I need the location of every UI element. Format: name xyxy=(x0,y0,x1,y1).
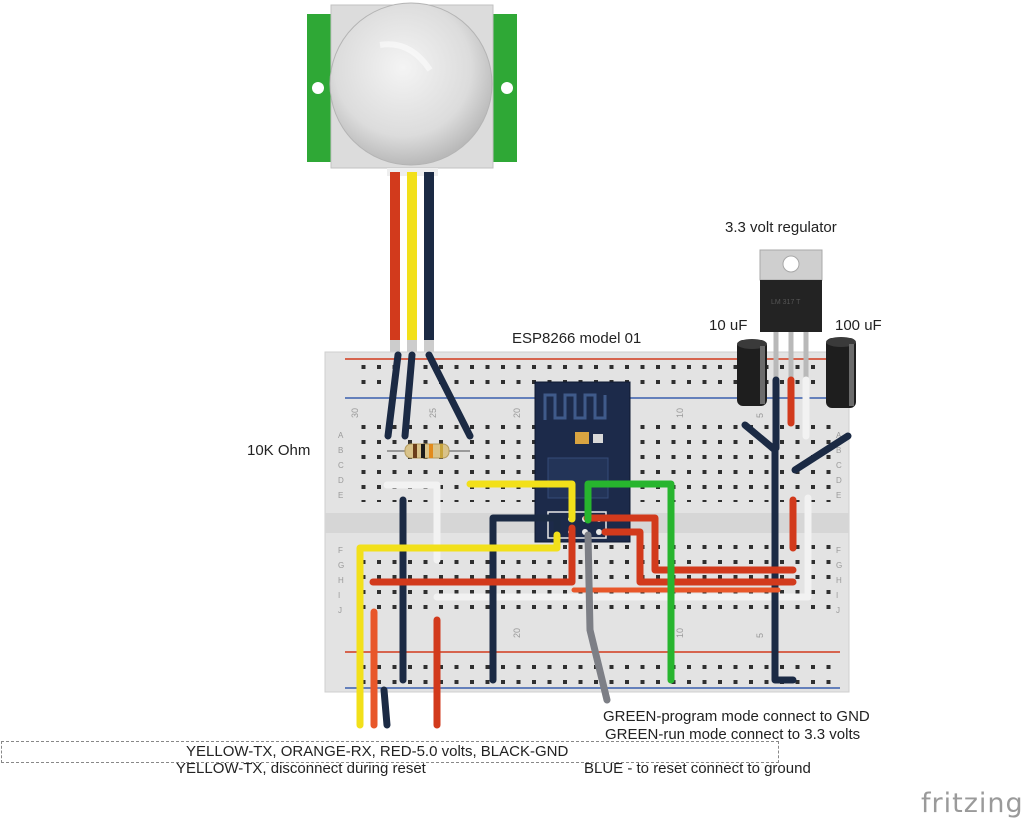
capacitor-10uf-label: 10 uF xyxy=(709,317,748,334)
row-letter: H xyxy=(338,576,344,585)
wire-yellow xyxy=(356,531,561,729)
row-letter: D xyxy=(338,476,344,485)
column-number: 10 xyxy=(675,408,685,418)
pir-sensor xyxy=(307,2,517,352)
row-letter: E xyxy=(338,491,343,500)
wire-blue-gray xyxy=(584,531,611,704)
row-letter: I xyxy=(338,591,340,600)
wire-white xyxy=(433,494,812,601)
regulator-marking: LM 317 T xyxy=(771,299,801,306)
wire-green xyxy=(584,480,675,684)
row-letter: G xyxy=(836,561,842,570)
wire-legend-box xyxy=(1,741,779,763)
column-number: 20 xyxy=(512,408,522,418)
row-letter: J xyxy=(836,606,840,615)
wire-black xyxy=(791,432,852,474)
row-letter: D xyxy=(836,476,842,485)
wire-black xyxy=(384,351,402,440)
wire-red xyxy=(369,524,576,586)
row-letter: A xyxy=(338,431,344,440)
wire-black xyxy=(425,351,474,440)
blue-note: BLUE - to reset connect to ground xyxy=(584,760,811,777)
capacitor-10uf xyxy=(737,339,767,406)
wire-red xyxy=(583,514,797,574)
row-letter: E xyxy=(836,491,841,500)
wire-black xyxy=(741,421,797,684)
row-letter: H xyxy=(836,576,842,585)
resistor xyxy=(387,443,470,459)
row-letter: B xyxy=(338,446,343,455)
row-letter: G xyxy=(338,561,344,570)
wire-yellow xyxy=(466,480,576,523)
wire-black xyxy=(401,351,416,440)
column-number: 25 xyxy=(428,408,438,418)
column-number: 5 xyxy=(755,633,765,638)
row-letter: I xyxy=(836,591,838,600)
column-number: 5 xyxy=(755,413,765,418)
row-letter: J xyxy=(338,606,342,615)
row-letter: F xyxy=(338,546,343,555)
voltage-regulator: LM 317 T xyxy=(759,249,823,380)
yellow-note: YELLOW-TX, disconnect during reset xyxy=(176,760,426,777)
capacitor-100uf xyxy=(826,337,856,408)
wire-black xyxy=(380,686,391,729)
wire-black xyxy=(489,514,561,684)
wires xyxy=(356,351,852,729)
wire-white xyxy=(383,481,441,564)
column-number: 20 xyxy=(512,628,522,638)
regulator-label: 3.3 volt regulator xyxy=(725,219,837,236)
row-letters-left: A B C D E F G H I J xyxy=(338,431,344,615)
column-numbers: 30 25 20 10 5 20 10 5 xyxy=(350,408,765,638)
row-letter: F xyxy=(836,546,841,555)
esp-label: ESP8266 model 01 xyxy=(512,330,642,347)
fritzing-watermark: fritzing xyxy=(921,788,1024,819)
resistor-label: 10K Ohm xyxy=(247,442,311,459)
pir-dome xyxy=(329,2,493,166)
column-number: 10 xyxy=(675,628,685,638)
green-program-note: GREEN-program mode connect to GND xyxy=(603,708,870,725)
column-number: 30 xyxy=(350,408,360,418)
row-letter: A xyxy=(836,431,842,440)
row-letter: B xyxy=(836,446,841,455)
wire-red xyxy=(601,528,797,586)
row-letters-right: A B C D E F G H I J xyxy=(836,431,842,615)
wire-legend: YELLOW-TX, ORANGE-RX, RED-5.0 volts, BLA… xyxy=(186,743,569,760)
capacitor-100uf-label: 100 uF xyxy=(835,317,882,334)
row-letter: C xyxy=(338,461,344,470)
green-run-note: GREEN-run mode connect to 3.3 volts xyxy=(605,726,861,743)
row-letter: C xyxy=(836,461,842,470)
